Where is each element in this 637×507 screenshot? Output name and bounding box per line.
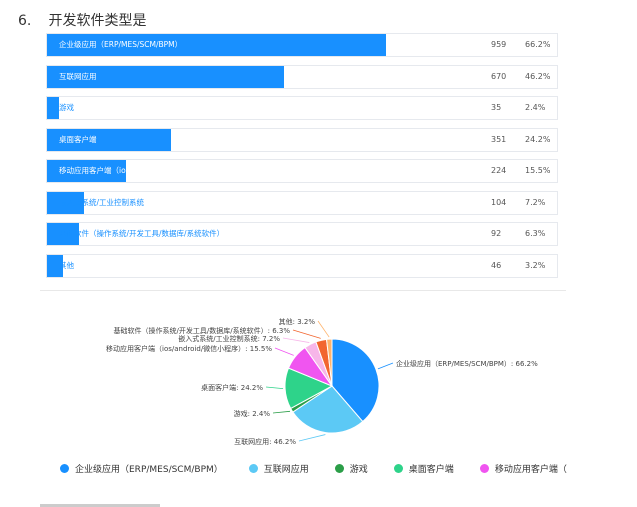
legend-dot-icon <box>479 464 489 473</box>
bar-row: 游戏 35 2.4% <box>46 96 558 120</box>
question-header: 6. 开发软件类型是 <box>18 10 146 30</box>
bar-count: 224 <box>491 166 507 175</box>
legend-label: 移动应用客户端（ <box>494 465 567 475</box>
bar-percent: 66.2% <box>525 40 551 49</box>
pie-leader-line <box>265 386 284 390</box>
bar-count: 351 <box>491 134 507 144</box>
next-question-cutoff <box>40 500 190 507</box>
legend-label: 桌面客户端 <box>408 465 454 475</box>
pie-leader-line <box>282 337 310 343</box>
legend-item[interactable]: 企业级应用（ERP/MES/SCM/BPM） <box>60 462 223 475</box>
bar-label: 游戏 <box>59 103 74 112</box>
bar-percent: 3.2% <box>525 260 546 270</box>
bar-row: 桌面客户端 351 24.2% <box>46 127 558 152</box>
bar-row: 互联网应用 670 46.2% <box>46 64 558 89</box>
bar-count: 46 <box>491 260 502 270</box>
pie-leader-line <box>298 434 326 442</box>
bar <box>47 191 84 214</box>
pie-label: 其他: 3.2% <box>279 317 316 326</box>
pie-label: 企业级应用（ERP/MES/SCM/BPM）: 66.2% <box>396 359 538 368</box>
bar-count: 959 <box>491 40 507 49</box>
pie-label: 游戏: 2.4% <box>234 409 271 418</box>
bar-label: 嵌入式系统/工业控制系统 <box>59 197 145 207</box>
pie-leader-line <box>292 329 321 339</box>
bar <box>47 223 80 245</box>
bar-label: 其他 <box>59 260 74 270</box>
bar-list: 企业级应用（ERP/MES/SCM/BPM） 959 66.2% 互联网应用 670 46… <box>46 33 558 285</box>
divider <box>40 290 566 291</box>
pie-label: 移动应用客户端（ios/android/微信小程序）: 15.5% <box>106 344 272 353</box>
bar <box>47 128 171 151</box>
bar-count: 104 <box>491 197 507 207</box>
pie-leader-line <box>317 320 330 338</box>
bar-percent: 24.2% <box>525 134 551 144</box>
bar-row: 基础软件（操作系统/开发工具/数据库/系统软件） 92 6.3% <box>46 222 558 246</box>
pie-label: 互联网应用: 46.2% <box>234 437 296 446</box>
legend-dot-icon <box>60 464 69 473</box>
bar-percent: 2.4% <box>525 103 546 112</box>
bar <box>47 160 127 182</box>
question-title: 开发软件类型是 <box>48 13 147 29</box>
bar-percent: 6.3% <box>525 229 546 238</box>
bar <box>47 254 64 277</box>
legend-label: 互联网应用 <box>263 465 309 475</box>
legend-dot-icon <box>334 464 344 473</box>
bar-percent: 46.2% <box>525 71 551 81</box>
question-number: 6. <box>18 13 32 29</box>
pie-slice <box>325 338 333 387</box>
legend-label: 游戏 <box>349 465 368 475</box>
pie-slice <box>292 385 364 434</box>
pie-slice <box>331 338 380 423</box>
bar-label: 桌面客户端 <box>59 134 97 144</box>
bar-percent: 7.2% <box>525 197 546 207</box>
legend-item[interactable]: 移动应用客户端（ <box>479 462 567 475</box>
legend-dot-icon <box>393 464 403 473</box>
pie-leader-line <box>272 410 291 414</box>
bar <box>47 34 386 56</box>
pie-leader-line <box>274 347 294 356</box>
bar-count: 35 <box>491 103 502 112</box>
bar-percent: 15.5% <box>525 166 551 175</box>
bar-row: 嵌入式系统/工业控制系统 104 7.2% <box>46 190 558 215</box>
legend-label: 企业级应用（ERP/MES/SCM/BPM） <box>75 465 223 475</box>
bar-label: 互联网应用 <box>59 71 97 81</box>
pie-label: 嵌入式系统/工业控制系统: 7.2% <box>178 334 280 343</box>
pie-leader-line <box>377 362 394 370</box>
bar-row: 其他 46 3.2% <box>46 253 558 278</box>
bar-label: 移动应用客户端（ios/android/微信小程序） <box>59 166 209 175</box>
legend-item[interactable]: 游戏 <box>334 462 368 475</box>
bar-label: 基础软件（操作系统/开发工具/数据库/系统软件） <box>59 229 225 238</box>
legend-dot-icon <box>248 464 258 473</box>
pie-label: 桌面客户端: 24.2% <box>201 383 263 392</box>
legend-item[interactable]: 桌面客户端 <box>393 462 454 475</box>
legend-item[interactable]: 互联网应用 <box>248 462 309 475</box>
bar-label: 企业级应用（ERP/MES/SCM/BPM） <box>59 40 183 49</box>
pie-legend: 企业级应用（ERP/MES/SCM/BPM） 互联网应用 游戏 桌面客户端 移动应用客户… <box>60 462 593 476</box>
bar-count: 670 <box>491 71 507 81</box>
bar-count: 92 <box>491 229 502 238</box>
bar <box>47 97 60 119</box>
bar <box>47 65 284 88</box>
bar-row: 移动应用客户端（ios/android/微信小程序） 224 15.5% <box>46 159 558 183</box>
bar-row: 企业级应用（ERP/MES/SCM/BPM） 959 66.2% <box>46 33 558 57</box>
pie-label: 基础软件（操作系统/开发工具/数据库/系统软件）: 6.3% <box>114 326 291 335</box>
